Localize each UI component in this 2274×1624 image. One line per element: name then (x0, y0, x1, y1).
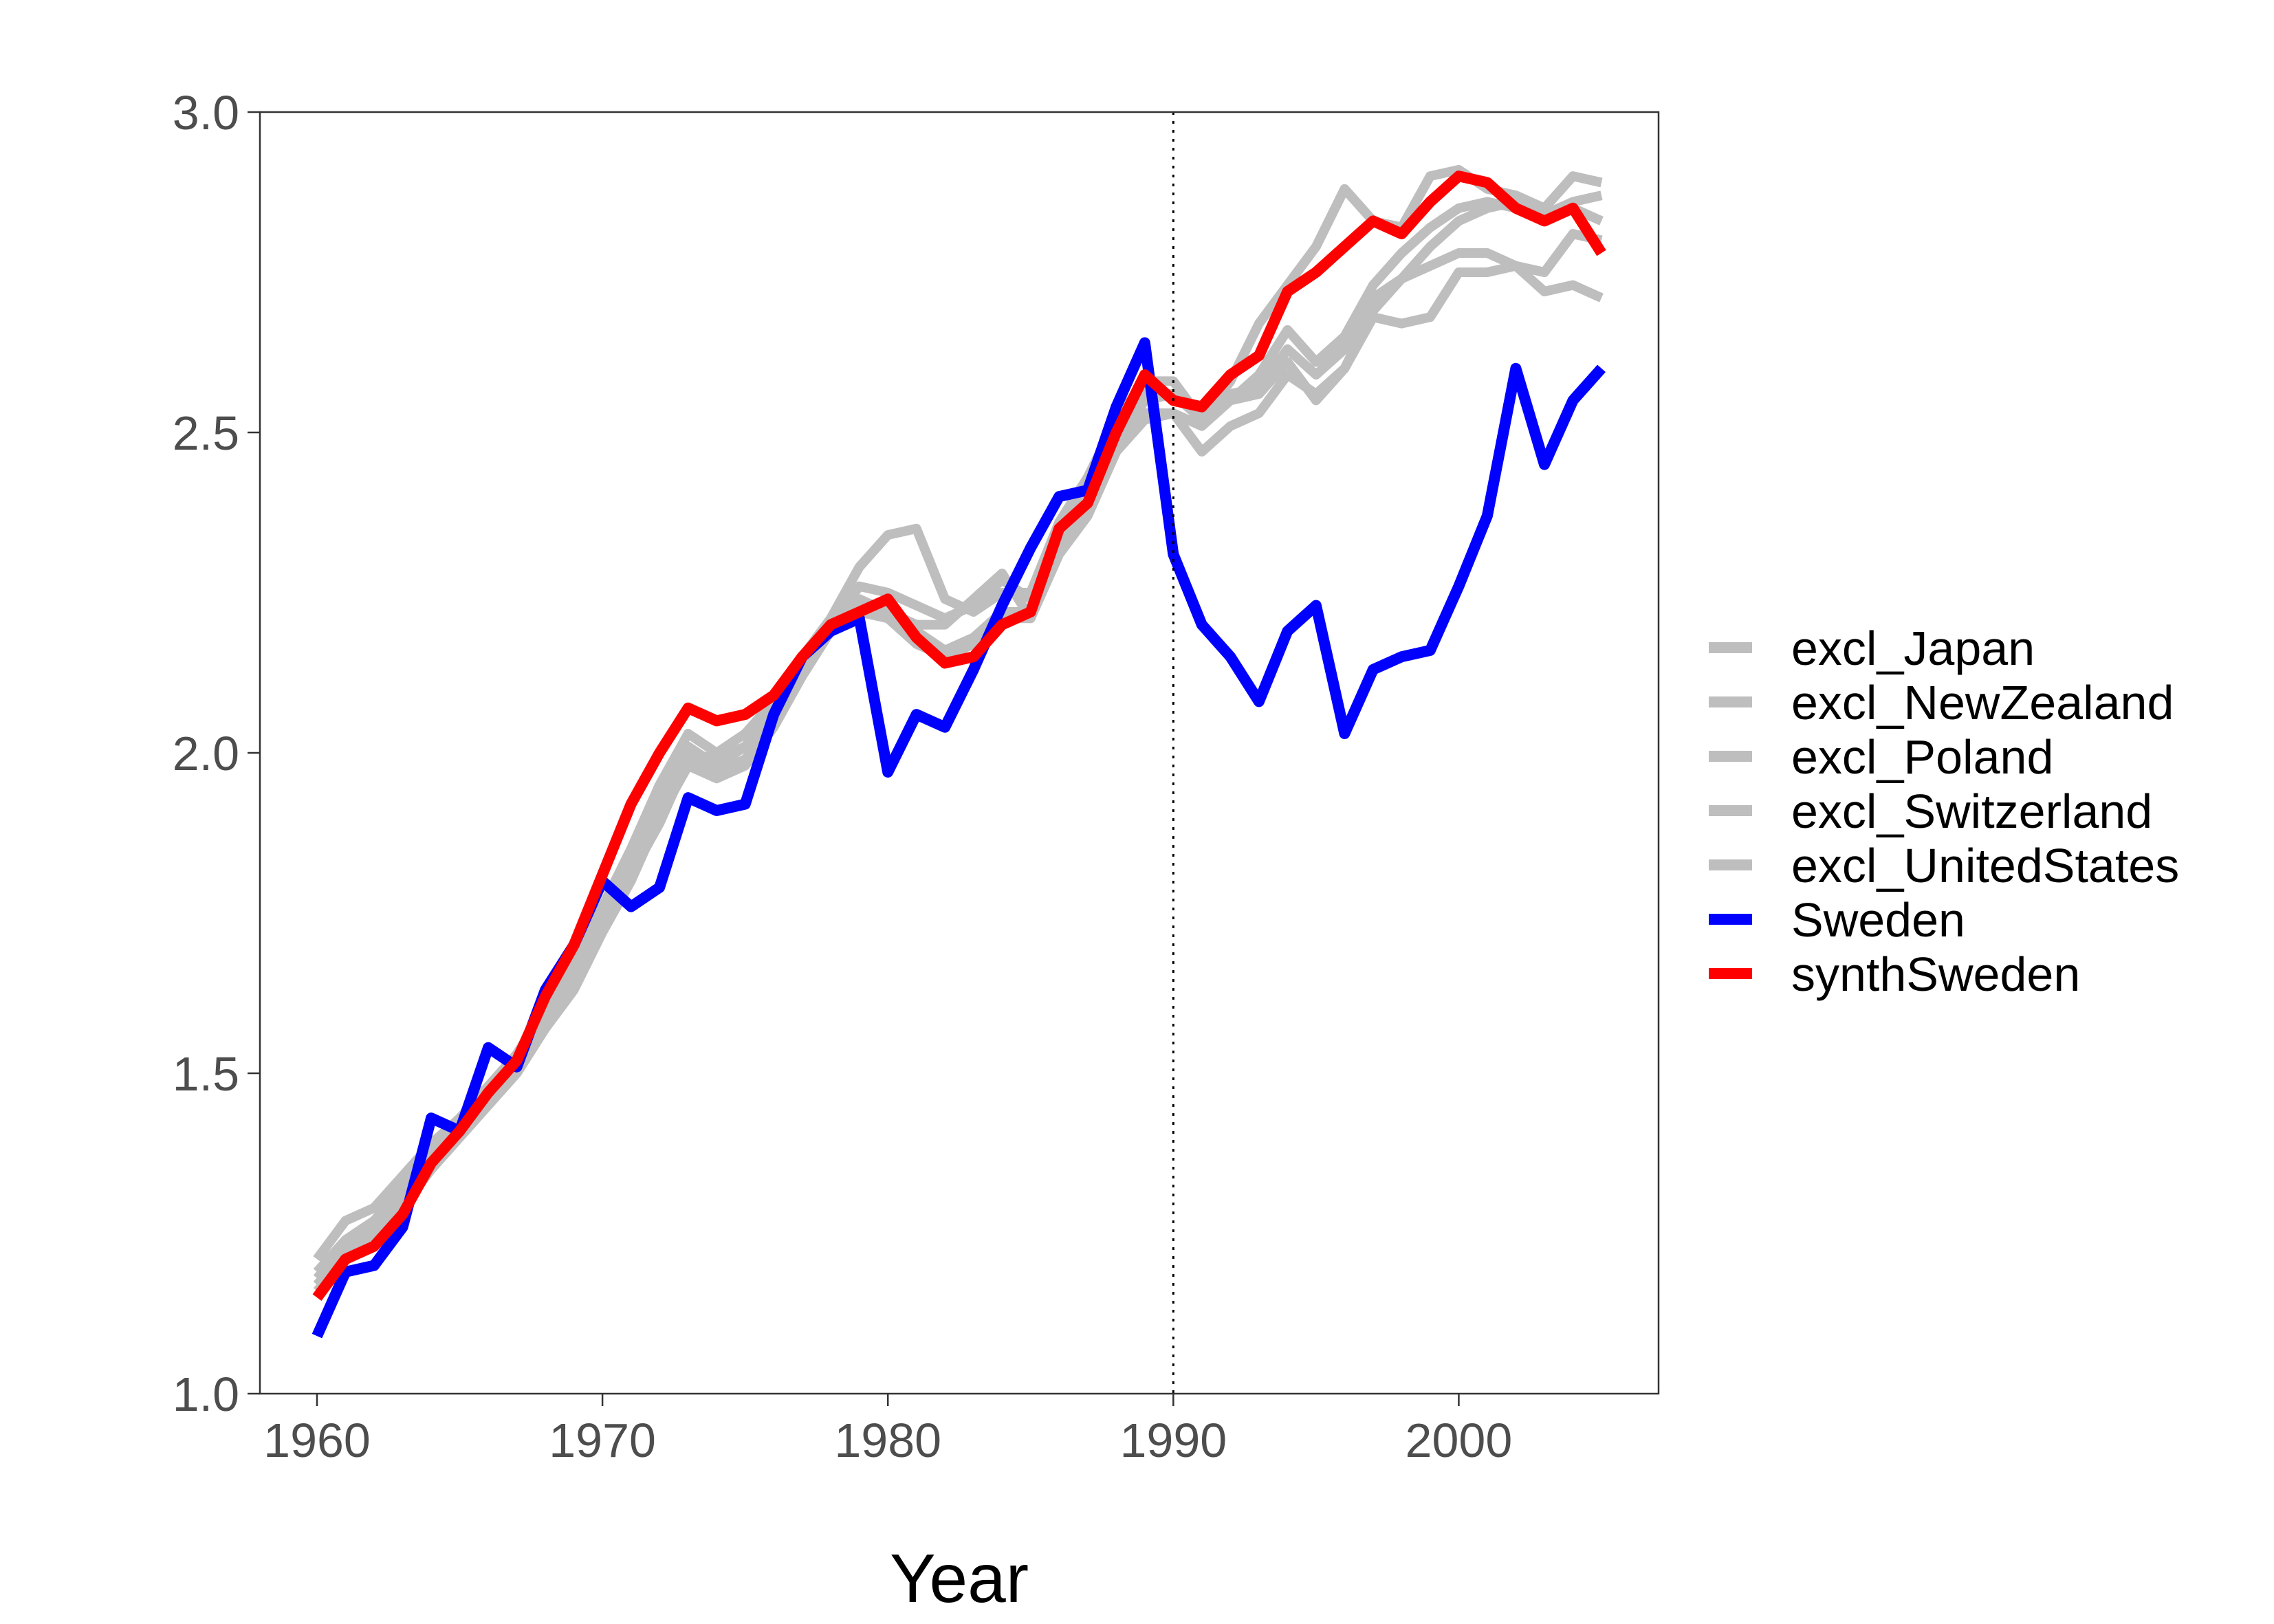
legend-label-sweden: Sweden (1791, 893, 1965, 947)
series-line-excl-unitedstates (313, 197, 1604, 1295)
legend-label-excl-unitedstates: excl_UnitedStates (1791, 839, 2179, 892)
y-tick-label: 2.0 (173, 727, 239, 780)
series-line-excl-poland (313, 261, 1604, 1288)
series-line-excl-japan (313, 229, 1603, 1262)
grey-series-group (313, 164, 1604, 1295)
y-tick-label: 3.0 (173, 86, 239, 140)
legend-label-excl-poland: excl_Poland (1791, 730, 2053, 784)
series-line-sweden (311, 337, 1606, 1339)
series-line-synthsweden (312, 171, 1606, 1301)
highlight-series-group (311, 171, 1606, 1339)
x-tick-label: 1980 (834, 1414, 941, 1467)
x-tick-label: 1960 (263, 1414, 371, 1467)
legend-label-excl-switzerland: excl_Switzerland (1791, 784, 2152, 838)
x-axis-title: Year (890, 1540, 1029, 1617)
legend-label-synthsweden: synthSweden (1791, 947, 2080, 1001)
y-axis: 1.0 1.5 2.0 2.5 3.0 (173, 86, 260, 1421)
x-tick-label: 1970 (549, 1414, 656, 1467)
legend-label-excl-newzealand: excl_NewZealand (1791, 676, 2174, 729)
y-tick-label: 2.5 (173, 406, 239, 460)
legend: excl_Japanexcl_NewZealandexcl_Polandexcl… (1709, 622, 2179, 1001)
series-line-excl-switzerland (313, 190, 1603, 1275)
legend-label-excl-japan: excl_Japan (1791, 622, 2035, 675)
y-tick-label: 1.0 (173, 1368, 239, 1421)
series-line-excl-newzealand (313, 164, 1603, 1282)
x-tick-label: 2000 (1406, 1414, 1513, 1467)
x-tick-label: 1990 (1119, 1414, 1227, 1467)
plot-panel-border (259, 111, 1660, 1395)
x-axis: 1960 1970 1980 1990 2000 (263, 1394, 1512, 1467)
y-tick-label: 1.5 (173, 1047, 239, 1101)
